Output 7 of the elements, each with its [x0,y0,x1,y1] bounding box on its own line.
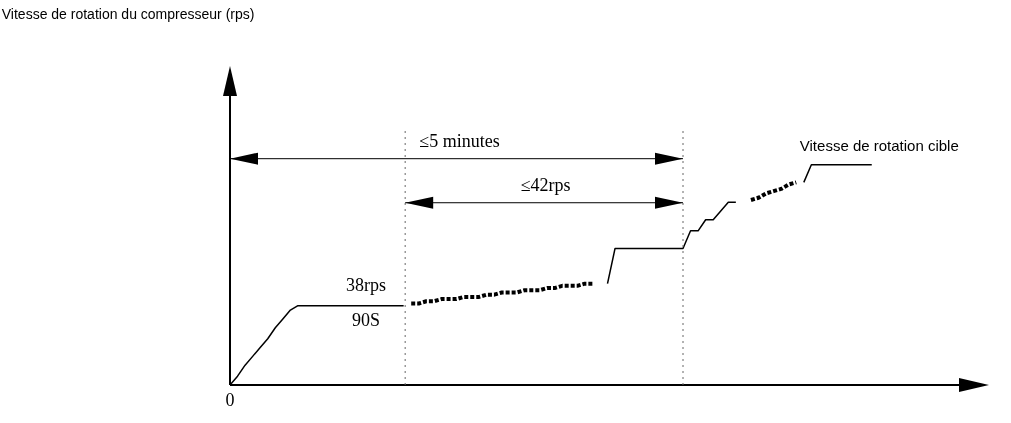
text: ≤5 minutes [419,131,500,152]
text: 0 [225,390,235,411]
text: Vitesse de rotation du compresseur (rps) [1,5,255,22]
annotation: 38rps [345,274,386,295]
annotation: 90S [351,309,380,330]
annotation: ≤42rps [520,175,571,196]
text: Vitesse de rotation cible [799,137,959,155]
